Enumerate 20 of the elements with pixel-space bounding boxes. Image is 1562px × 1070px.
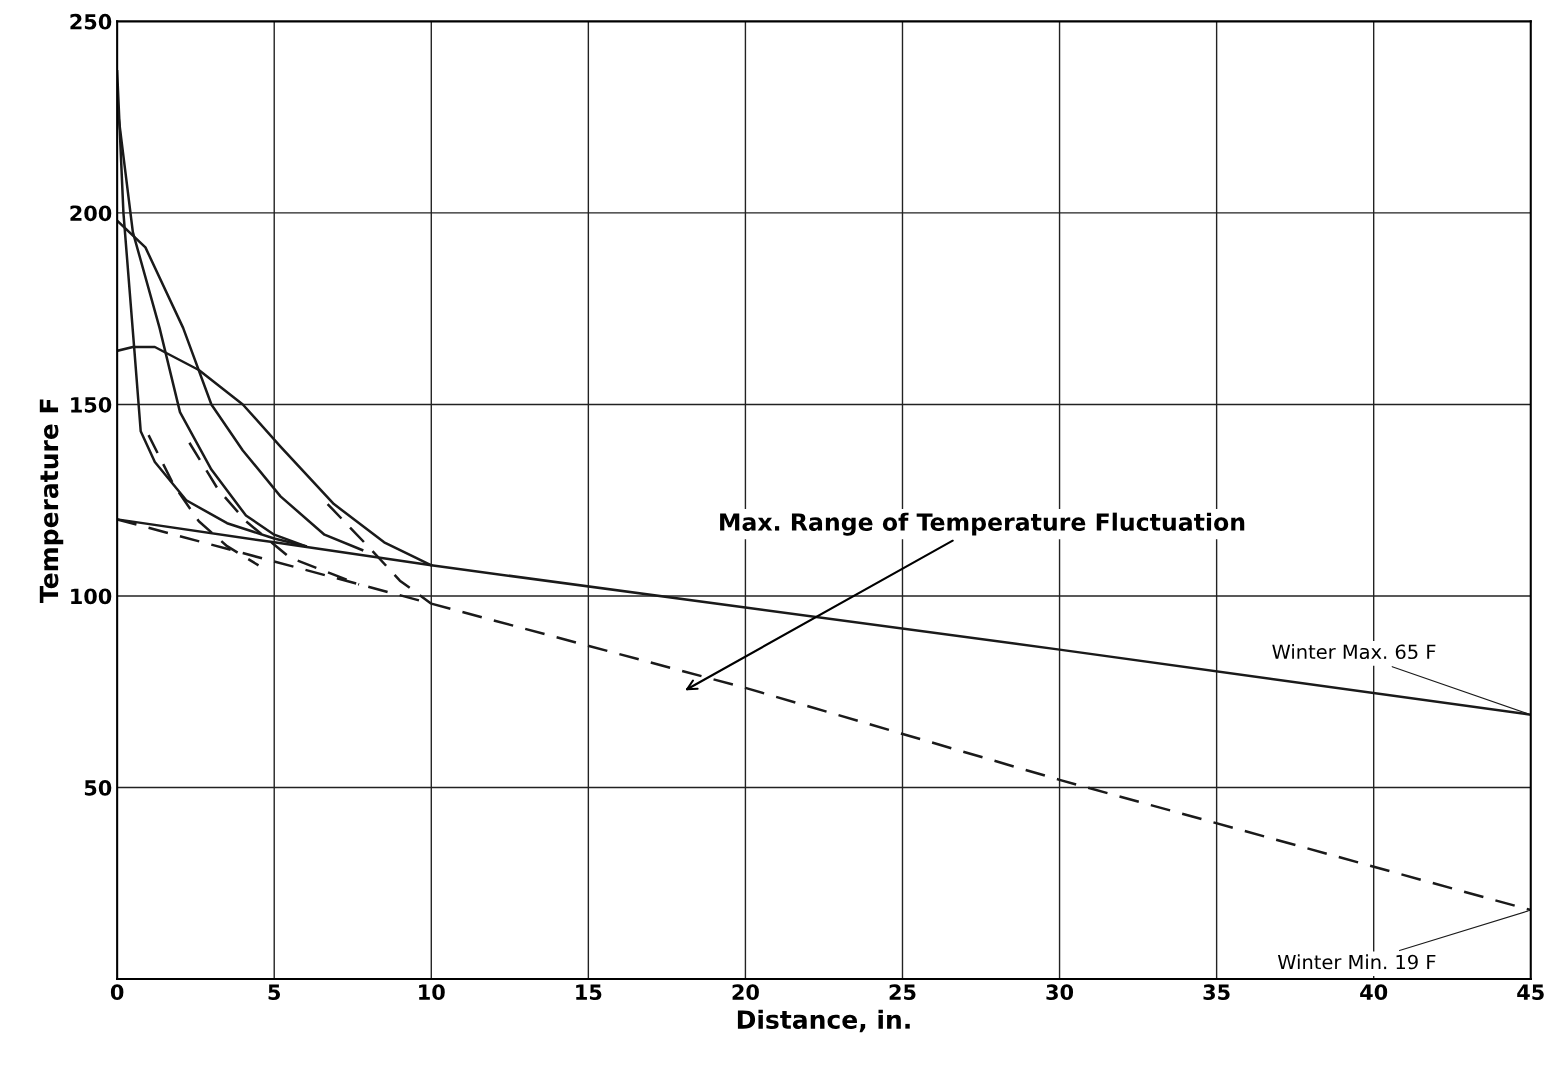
x-tick-label: 20	[732, 984, 759, 1001]
y-tick-label: 250	[70, 13, 112, 30]
x-tick-label: 15	[576, 984, 602, 1001]
x-tick-label: 5	[268, 984, 281, 1001]
y-axis-title: Temperature F	[39, 399, 64, 603]
x-tick-label: 35	[1203, 984, 1230, 1001]
y-tick-label: 200	[70, 205, 112, 222]
y-tick-label: 50	[84, 779, 112, 796]
text: Winter Min. 19 F	[1277, 954, 1436, 970]
x-tick-label: 30	[1046, 984, 1074, 1001]
x-axis-title: Distance, in.	[737, 1009, 910, 1033]
x-tick-label: 10	[419, 984, 445, 1001]
x-tick-label: 45	[1517, 984, 1544, 1001]
x-tick-label: 40	[1360, 984, 1388, 1001]
x-tick-label: 0	[110, 984, 124, 1001]
x-tick-label: 25	[889, 984, 916, 1001]
y-tick-label: 100	[71, 588, 112, 605]
series-label: Winter Max. 65 F	[1272, 644, 1436, 660]
annotation: Max. Range of Temperature Fluctuation	[720, 512, 1245, 536]
y-tick-label: 150	[71, 396, 112, 413]
